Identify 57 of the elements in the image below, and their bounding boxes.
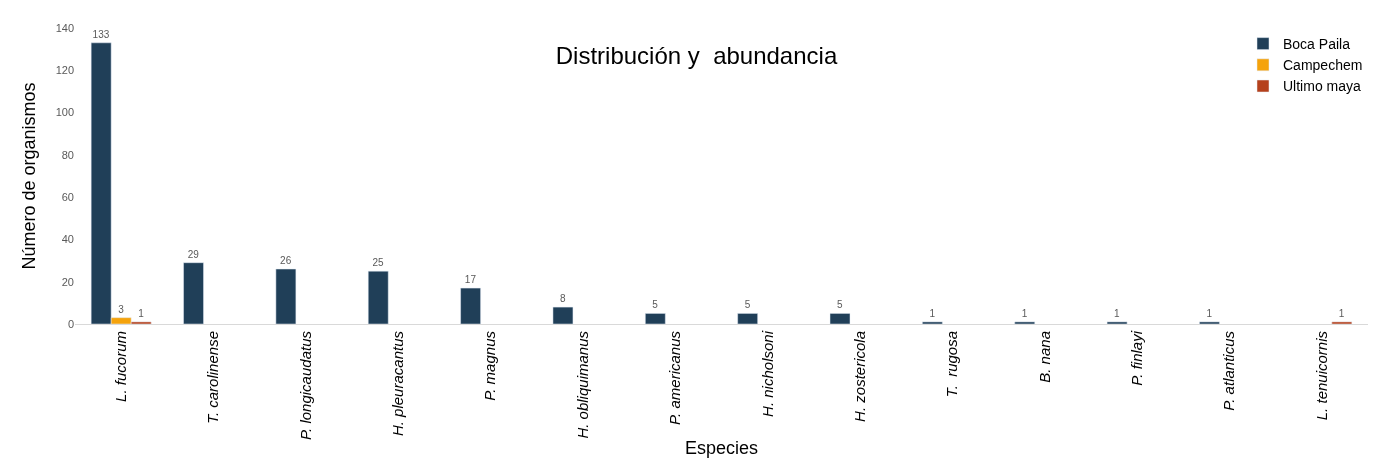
y-tick-label: 120 <box>55 64 74 77</box>
data-label: 26 <box>280 255 292 267</box>
text: Distribución y abundancia <box>555 41 838 69</box>
bar <box>460 287 481 324</box>
bar <box>1014 321 1035 324</box>
x-tick-label: H. pleuracantus <box>389 330 407 437</box>
x-tick-label: H. nicholsoni <box>758 330 776 417</box>
x-tick-label: P. magnus <box>481 330 499 401</box>
data-label: 25 <box>372 257 385 269</box>
bar <box>552 306 574 324</box>
bar <box>1199 321 1220 324</box>
bar <box>183 262 204 324</box>
data-label: 1 <box>1206 307 1213 319</box>
bar <box>645 313 666 324</box>
legend-label: Boca Paila <box>1283 36 1351 53</box>
y-tick-label: 0 <box>67 317 74 330</box>
x-tick-label: P. americanus <box>666 330 684 425</box>
bar <box>922 321 943 324</box>
data-label: 3 <box>118 303 125 315</box>
legend-label: Ultimo maya <box>1283 78 1362 95</box>
x-tick-label: T. rugosa <box>943 331 961 398</box>
bar <box>737 313 758 324</box>
bar <box>1331 321 1353 324</box>
y-tick-label: 140 <box>55 21 74 34</box>
bar <box>829 313 851 324</box>
data-label: 1 <box>1114 307 1121 319</box>
data-label: 5 <box>744 299 751 311</box>
data-label: 5 <box>652 299 659 311</box>
bar <box>275 268 297 324</box>
bar <box>367 270 389 324</box>
x-tick-label: L. fucorum <box>112 331 130 402</box>
x-axis-title: Especies <box>684 438 759 459</box>
x-tick-label: H. zostericola <box>850 331 868 422</box>
data-label: 133 <box>92 28 110 40</box>
data-label: 1 <box>138 307 145 319</box>
x-tick-label: P. atlanticus <box>1220 330 1238 411</box>
data-label: 1 <box>1338 307 1345 319</box>
x-tick-label: L. tenuicornis <box>1312 330 1330 421</box>
y-tick-label: 20 <box>61 275 74 288</box>
x-tick-label: B. nana <box>1035 331 1053 383</box>
x-tick-label: T. carolinense <box>204 331 222 424</box>
y-tick-label: 40 <box>61 233 74 246</box>
legend-label: Campechem <box>1283 57 1363 74</box>
bar <box>1106 321 1128 324</box>
data-label: 8 <box>559 293 566 305</box>
y-tick-label: 100 <box>55 106 74 119</box>
x-tick-label: P. longicaudatus <box>296 330 314 440</box>
y-tick-label: 60 <box>61 190 74 203</box>
data-label: 17 <box>464 274 477 286</box>
x-tick-label: P. finlayi <box>1127 330 1145 386</box>
data-label: 5 <box>837 299 844 311</box>
x-tick-label: H. obliquimanus <box>573 330 591 439</box>
y-axis-title: Número de organismos <box>18 82 39 270</box>
data-label: 29 <box>187 248 200 260</box>
data-label: 1 <box>929 307 936 319</box>
data-label: 1 <box>1021 307 1028 319</box>
y-tick-label: 80 <box>61 148 74 161</box>
